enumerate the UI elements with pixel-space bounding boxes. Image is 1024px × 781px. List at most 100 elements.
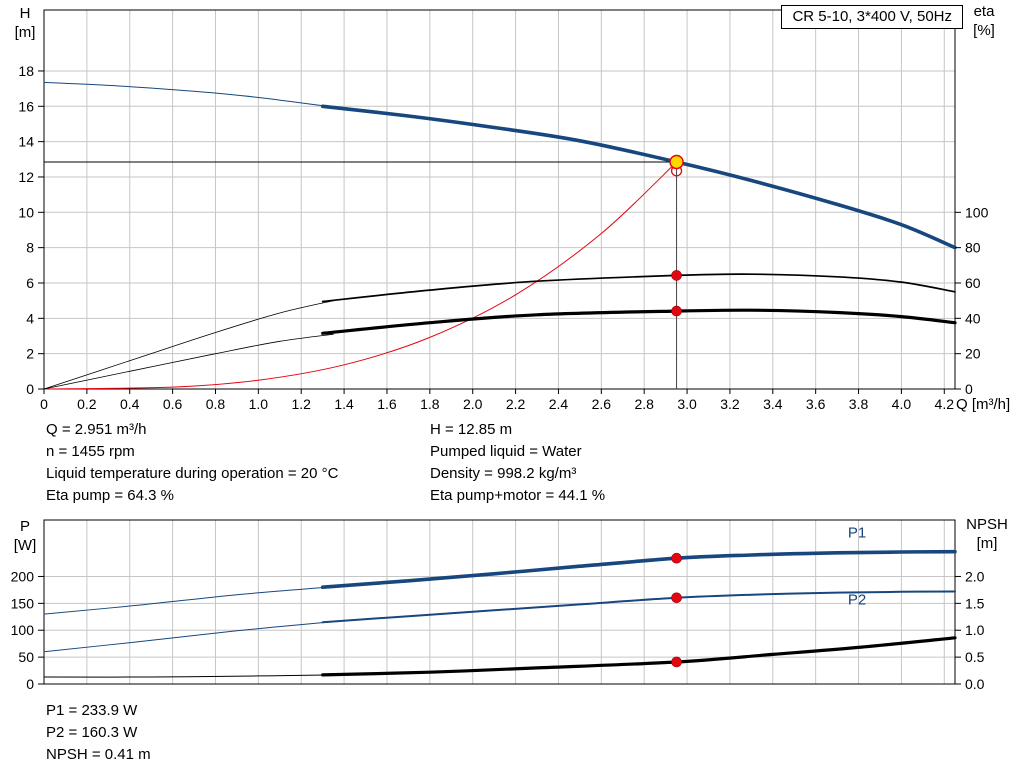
tick-label: 60: [965, 275, 981, 291]
tick-label: 3.6: [806, 396, 826, 412]
info-line-speed: n = 1455 rpm: [46, 443, 135, 460]
duty-dot: [671, 592, 682, 604]
tick-label: 0: [965, 381, 973, 397]
h-axis-title: H [m]: [6, 4, 44, 42]
npsh-axis-title-unit: [m]: [976, 535, 998, 552]
curve-npsh-curve: [321, 636, 957, 677]
tick-label: 1.0: [249, 396, 269, 412]
tick-label: 200: [11, 568, 35, 584]
tick-label: 2.8: [634, 396, 654, 412]
duty-info-left-column: Q = 2.951 m³/h n = 1455 rpm Liquid tempe…: [46, 419, 338, 507]
result-line-p1: P1 = 233.9 W: [46, 702, 138, 719]
duty-dot: [671, 552, 682, 564]
curve-system-curve: [43, 161, 678, 390]
info-line-eta-pump: Eta pump = 64.3 %: [46, 487, 174, 504]
tick-label: 100: [11, 622, 35, 638]
h-axis-title-unit: [m]: [14, 24, 36, 41]
tick-label: 8: [26, 240, 34, 256]
info-line-liquid: Pumped liquid = Water: [430, 443, 582, 460]
h-axis-title-symbol: H: [19, 5, 31, 22]
plot-frame: [43, 9, 956, 390]
tick-label: 4.2: [935, 396, 955, 412]
curve-head-curve-extension: [43, 81, 334, 108]
curve-head-curve: [320, 104, 957, 250]
tick-label: 3.0: [677, 396, 697, 412]
tick-label: 40: [965, 310, 981, 326]
tick-label: 3.8: [849, 396, 869, 412]
operating-point: [669, 154, 684, 170]
tick-label: 0: [26, 676, 34, 692]
tick-label: 1.8: [420, 396, 440, 412]
tick-label: 50: [18, 649, 34, 665]
tick-label: 2.2: [506, 396, 526, 412]
curve-p2-extension: [43, 621, 334, 653]
duty-dot: [671, 305, 682, 317]
info-line-temperature: Liquid temperature during operation = 20…: [46, 465, 339, 482]
tick-label: 0.6: [163, 396, 183, 412]
duty-dot: [671, 270, 682, 281]
p-axis-title-symbol: P: [19, 518, 30, 535]
chart-title-box: CR 5-10, 3*400 V, 50Hz: [781, 5, 963, 29]
tick-label: 80: [965, 240, 981, 256]
tick-label: 2.4: [549, 396, 569, 412]
tick-label: 14: [18, 134, 34, 150]
info-line-q: Q = 2.951 m³/h: [46, 421, 147, 438]
tick-label: 20: [965, 346, 981, 362]
eta-axis-title: eta [%]: [962, 2, 1006, 40]
tick-label: 2.0: [463, 396, 483, 412]
plot-frame: [43, 519, 956, 685]
eta-axis-title-unit: [%]: [973, 22, 995, 39]
curve-p2-curve: [321, 590, 956, 624]
tick-label: 2.6: [592, 396, 612, 412]
series-label-p1: P1: [848, 525, 866, 542]
tick-label: 4.0: [892, 396, 912, 412]
npsh-axis-title-symbol: NPSH: [966, 516, 1008, 533]
tick-label: 1.6: [377, 396, 397, 412]
tick-label: 6: [26, 275, 34, 291]
result-line-p2: P2 = 160.3 W: [46, 724, 138, 741]
tick-label: 12: [18, 169, 34, 185]
p-axis-title-unit: [W]: [13, 537, 37, 554]
info-line-head: H = 12.85 m: [430, 421, 513, 438]
info-line-eta-pump-motor: Eta pump+motor = 44.1 %: [430, 487, 606, 504]
result-line-npsh: NPSH = 0.41 m: [46, 746, 151, 763]
tick-label: 1.0: [965, 622, 985, 638]
curve-p1-curve: [320, 549, 957, 589]
curve-eta-pump-extension: [43, 300, 334, 390]
tick-label: 0.0: [965, 676, 985, 692]
duty-info-right-column: H = 12.85 m Pumped liquid = Water Densit…: [430, 419, 605, 507]
tick-label: 4: [26, 310, 34, 326]
curve-npsh-extension: [43, 674, 334, 678]
tick-label: 2.0: [965, 568, 985, 584]
tick-label: 0.2: [77, 396, 97, 412]
tick-label: 150: [11, 595, 35, 611]
series-label-p2: P2: [848, 591, 866, 608]
curve-p1-extension: [43, 586, 334, 615]
tick-label: 0.8: [206, 396, 226, 412]
curve-eta-pump-motor-extension: [43, 333, 334, 390]
tick-label: 1.2: [291, 396, 311, 412]
tick-label: 3.2: [720, 396, 740, 412]
tick-label: 0: [26, 381, 34, 397]
tick-label: 0: [40, 396, 48, 412]
tick-label: 0.4: [120, 396, 140, 412]
curve-eta-pump-motor-curve: [321, 308, 957, 335]
power-npsh-chart: 0 50 100 150 200 0.0 0.5 1.0 1.5 2.0 P1 P2: [11, 519, 985, 692]
tick-label: 16: [18, 98, 34, 114]
tick-label: 100: [965, 204, 989, 220]
p-axis-title: P [W]: [6, 517, 44, 555]
duty-dot: [671, 656, 682, 668]
curve-eta-pump-curve: [321, 273, 956, 303]
tick-label: 3.4: [763, 396, 783, 412]
tick-label: 18: [18, 63, 34, 79]
pump-performance-chart: 0 0.2 0.4 0.6 0.8 1.0 1.2 1.4 1.6 1.8 2.0 2.2 2.4 2.6…: [18, 9, 989, 412]
tick-label: 1.4: [334, 396, 354, 412]
tick-label: 10: [18, 204, 34, 220]
npsh-axis-title: NPSH [m]: [956, 515, 1018, 553]
tick-label: 1.5: [965, 595, 985, 611]
eta-axis-title-symbol: eta: [973, 3, 995, 20]
tick-label: 0.5: [965, 649, 985, 665]
info-line-density: Density = 998.2 kg/m³: [430, 465, 577, 482]
tick-label: 2: [26, 346, 34, 362]
